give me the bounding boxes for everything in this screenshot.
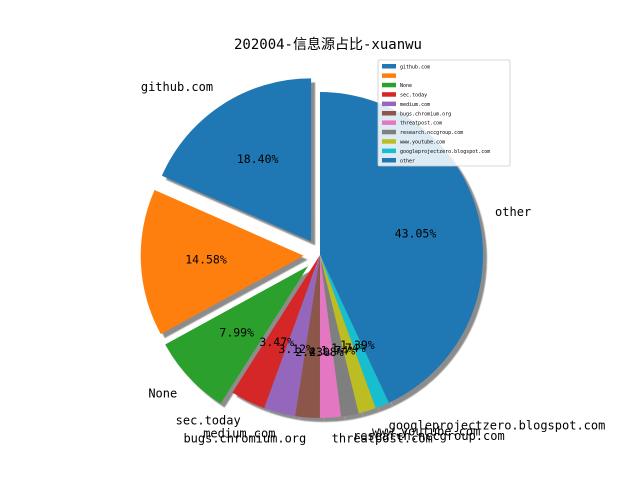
slice-percent-bugs-chromium-org-5: 2.43% (295, 345, 330, 359)
slice-label-research-nccgroup-com-7: research.nccgroup.com (353, 429, 505, 443)
pie-slices (140, 78, 483, 419)
slice-percent-research-nccgroup-com-7: 1.74% (321, 344, 356, 358)
pie-slice-googleprojectzero-blogspot-com-9 (320, 255, 389, 409)
legend-swatch-bugs-chromium-org-5 (382, 111, 396, 116)
slice-percent-other-10: 43.05% (395, 226, 437, 240)
pie-slice-github-com-0 (161, 78, 312, 242)
slice-percent-medium-com-4: 3.12% (278, 342, 313, 356)
pie-slice-threatpost-com-6 (319, 255, 342, 419)
slice-percent-www-youtube-com-8: 1.74% (331, 341, 366, 355)
legend-label-www-youtube-com-8: www.youtube.com (400, 140, 445, 146)
legend-label-research-nccgroup-com-7: research.nccgroup.com (400, 130, 463, 136)
legend: github.com None sec.today medium.com bugs.ch… (377, 59, 511, 167)
pie-slice-unlabeled-1 (140, 190, 304, 335)
legend-swatch-unlabeled-1 (382, 73, 396, 78)
slice-percent-unlabeled-1: 14.58% (185, 252, 227, 266)
slice-labels: github.comNonesec.todaymedium.combugs.ch… (141, 80, 606, 446)
pie-slice-other-10 (320, 92, 483, 403)
legend-swatch-none-2 (382, 82, 396, 88)
slice-percent-sec-today-3: 3.47% (259, 335, 294, 349)
legend-label-github-com-0: github.com (400, 64, 430, 70)
legend-swatch-www-youtube-com-8 (382, 139, 396, 144)
legend-swatch-medium-com-4 (382, 101, 396, 107)
legend-swatch-github-com-0 (382, 64, 396, 69)
legend-swatch-googleprojectzero-blogspot-com-9 (382, 148, 396, 154)
legend-frame (377, 59, 511, 167)
slice-label-none-2: None (148, 387, 177, 401)
pie-slice-www-youtube-com-8 (320, 255, 376, 414)
slice-percent-labels: 18.40% 14.58% 7.99% 3.47%3.12%2.43%2.08%1.7… (185, 152, 436, 359)
pie-slice-medium-com-4 (264, 255, 320, 417)
slice-label-medium-com-4: medium.com (203, 426, 275, 440)
legend-swatch-research-nccgroup-com-7 (382, 129, 396, 135)
legend-swatch-other-10 (382, 158, 396, 163)
pie-slice-sec-today-3 (232, 255, 320, 409)
pie-slice-research-nccgroup-com-7 (320, 255, 359, 417)
legend-label-googleprojectzero-blogspot-com-9: googleprojectzero.blogspot.com (400, 149, 490, 155)
legend-label-none-2: None (400, 83, 412, 89)
legend-swatch-threatpost-com-6 (382, 120, 396, 125)
legend-swatch-sec-today-3 (382, 92, 396, 97)
legend-items: github.com None sec.today medium.com bugs.ch… (382, 64, 490, 164)
legend-label-threatpost-com-6: threatpost.com (400, 121, 442, 127)
slice-label-github-com-0: github.com (141, 80, 213, 94)
legend-label-medium-com-4: medium.com (400, 102, 430, 108)
pie-slice-none-2 (165, 266, 309, 404)
legend-label-bugs-chromium-org-5: bugs.chromium.org (400, 111, 451, 117)
slice-percent-github-com-0: 18.40% (237, 152, 279, 166)
slice-label-sec-today-3: sec.today (176, 414, 241, 428)
slice-label-bugs-chromium-org-5: bugs.chromium.org (183, 432, 306, 446)
legend-label-other-10: other (400, 158, 415, 164)
slice-percent-none-2: 7.99% (219, 325, 254, 339)
slice-percent-threatpost-com-6: 2.08% (309, 345, 344, 359)
chart-title: 202004-信息源占比-xuanwu (234, 36, 422, 53)
slice-label-www-youtube-com-8: www.youtube.com (372, 424, 480, 438)
slice-label-other-10: other (495, 205, 531, 219)
legend-label-sec-today-3: sec.today (400, 93, 427, 99)
slice-label-googleprojectzero-blogspot-com-9: googleprojectzero.blogspot.com (389, 418, 606, 432)
pie-slice-bugs-chromium-org-5 (295, 255, 320, 418)
slice-label-threatpost-com-6: threatpost.com (332, 432, 433, 446)
slice-percent-googleprojectzero-blogspot-com-9: 1.39% (340, 338, 375, 352)
